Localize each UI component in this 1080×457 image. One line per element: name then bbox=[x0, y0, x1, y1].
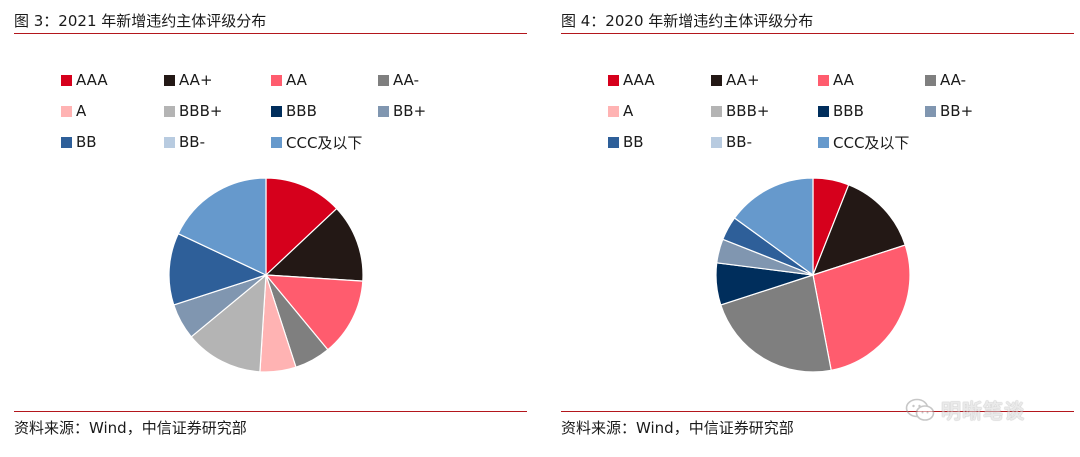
legend-swatch bbox=[164, 74, 175, 86]
pie-slice-aa bbox=[264, 274, 364, 351]
pie-chart bbox=[715, 177, 911, 373]
legend-item: BBB+ bbox=[711, 101, 769, 121]
legend-item: BBB bbox=[818, 101, 864, 121]
pie-slice-aaa bbox=[265, 177, 338, 277]
legend-label: AAA bbox=[623, 71, 655, 89]
legend-label: AA+ bbox=[726, 71, 760, 89]
legend-swatch bbox=[925, 74, 936, 86]
pie-slice-ccc bbox=[177, 177, 267, 276]
legend-label: BB bbox=[76, 133, 97, 151]
legend-swatch bbox=[164, 105, 175, 117]
legend-item: A bbox=[608, 101, 633, 121]
legend-item: AA- bbox=[378, 70, 419, 90]
legend-label: BB+ bbox=[940, 102, 974, 120]
legend-swatch bbox=[61, 74, 72, 86]
pie-slice-aa bbox=[812, 244, 911, 371]
legend-label: A bbox=[76, 102, 87, 120]
legend-label: BBB+ bbox=[726, 102, 770, 120]
title-divider bbox=[561, 33, 1074, 34]
legend-label: BB- bbox=[726, 133, 752, 151]
legend-label: AA bbox=[286, 71, 307, 89]
legend-item: BB+ bbox=[378, 101, 426, 121]
pie-slice-bb bbox=[168, 232, 268, 306]
legend-label: AA- bbox=[393, 71, 420, 89]
legend-label: AAA bbox=[76, 71, 108, 89]
legend-swatch bbox=[608, 74, 619, 86]
legend-item: AA- bbox=[925, 70, 966, 90]
legend-swatch bbox=[711, 74, 722, 86]
pie-slice-ccc bbox=[733, 177, 814, 277]
legend-swatch bbox=[164, 136, 175, 148]
legend-swatch bbox=[378, 74, 389, 86]
source-divider bbox=[14, 411, 527, 412]
legend-label: BB+ bbox=[393, 102, 427, 120]
legend-swatch bbox=[61, 136, 72, 148]
legend-swatch bbox=[818, 136, 829, 148]
pie-slice-aa- bbox=[719, 274, 832, 373]
legend-item: AA bbox=[818, 70, 854, 90]
chart-title: 图 3：2021 年新增违约主体评级分布 bbox=[14, 12, 267, 30]
legend-label: AA+ bbox=[179, 71, 213, 89]
legend-item: A bbox=[61, 101, 86, 121]
legend-item: BB bbox=[608, 132, 644, 152]
legend-item: BB+ bbox=[925, 101, 973, 121]
chart-panel-2020: 图 4：2020 年新增违约主体评级分布 AAA AA+ AA AA- A BBB+ BBB… bbox=[561, 0, 1074, 457]
legend-item: BB- bbox=[164, 132, 205, 152]
legend-item: BBB bbox=[271, 101, 317, 121]
source-divider bbox=[561, 411, 1074, 412]
legend-item: AAA bbox=[61, 70, 108, 90]
legend-swatch bbox=[271, 74, 282, 86]
pie-slice-bbb-plus bbox=[190, 273, 267, 373]
watermark-text: 明晰笔谈 bbox=[941, 399, 1025, 423]
legend-item: AA bbox=[271, 70, 307, 90]
legend-swatch bbox=[378, 105, 389, 117]
legend-label: CCC及以下 bbox=[286, 133, 363, 152]
legend-item: BB bbox=[61, 132, 97, 152]
legend-swatch bbox=[61, 105, 72, 117]
title-divider bbox=[14, 33, 527, 34]
chart-panel-2021: 图 3：2021 年新增违约主体评级分布 AAA AA+ AA AA- A BBB+ BBB… bbox=[14, 0, 527, 457]
legend-swatch bbox=[271, 105, 282, 117]
legend-item: CCC及以下 bbox=[818, 132, 909, 152]
source-note: 资料来源：Wind，中信证券研究部 bbox=[14, 419, 247, 437]
legend-label: BBB bbox=[833, 102, 864, 120]
pie-chart bbox=[168, 177, 364, 373]
legend-swatch bbox=[711, 105, 722, 117]
legend-label: AA- bbox=[940, 71, 967, 89]
legend-swatch bbox=[818, 74, 829, 86]
legend-label: CCC及以下 bbox=[833, 133, 910, 152]
pie-slice-aa-plus bbox=[264, 207, 364, 282]
watermark: 明晰笔谈 bbox=[905, 395, 1025, 424]
legend-item: CCC及以下 bbox=[271, 132, 362, 152]
source-note: 资料来源：Wind，中信证券研究部 bbox=[561, 419, 794, 437]
legend-swatch bbox=[608, 136, 619, 148]
legend-item: BB- bbox=[711, 132, 752, 152]
legend-item: AA+ bbox=[711, 70, 760, 90]
legend-swatch bbox=[711, 136, 722, 148]
legend-item: BBB+ bbox=[164, 101, 222, 121]
legend-label: BB- bbox=[179, 133, 205, 151]
legend-label: BB bbox=[623, 133, 644, 151]
legend-label: BBB bbox=[286, 102, 317, 120]
legend-label: A bbox=[623, 102, 634, 120]
legend-item: AA+ bbox=[164, 70, 213, 90]
legend-swatch bbox=[818, 105, 829, 117]
wechat-icon bbox=[905, 398, 935, 421]
legend-swatch bbox=[271, 136, 282, 148]
legend-item: AAA bbox=[608, 70, 655, 90]
legend-swatch bbox=[608, 105, 619, 117]
chart-title: 图 4：2020 年新增违约主体评级分布 bbox=[561, 12, 814, 30]
legend-label: BBB+ bbox=[179, 102, 223, 120]
legend-label: AA bbox=[833, 71, 854, 89]
legend-swatch bbox=[925, 105, 936, 117]
